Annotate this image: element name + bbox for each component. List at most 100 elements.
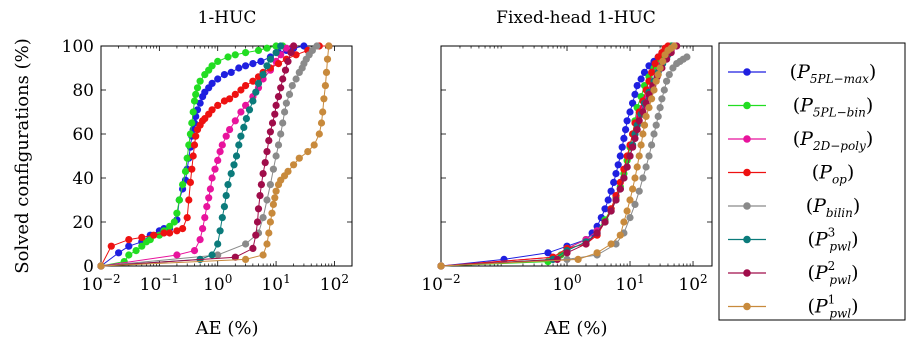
data-point-Ppwl2 bbox=[277, 84, 285, 92]
x-tick-label: 10−1 bbox=[140, 272, 179, 295]
data-point-Ppwl1 bbox=[284, 167, 292, 175]
data-point-Ppwl2 bbox=[290, 42, 298, 50]
series-line-Pop bbox=[440, 45, 669, 267]
data-point-Ppwl3 bbox=[216, 227, 224, 235]
legend-label-P5PLmax: (P5PL−max) bbox=[790, 61, 877, 86]
data-point-Ppwl3 bbox=[254, 79, 263, 87]
data-point-P5PLbin bbox=[208, 62, 216, 70]
data-point-P5PLmax bbox=[626, 108, 634, 116]
y-tick-label: 100 bbox=[62, 37, 94, 57]
data-point-Pop bbox=[214, 101, 222, 109]
data-point-P5PLbin bbox=[175, 196, 183, 204]
data-point-Ppwl1 bbox=[650, 86, 658, 94]
data-point-Ppwl3 bbox=[272, 49, 280, 57]
data-point-Pop bbox=[125, 236, 133, 244]
data-point-P2Dpoly bbox=[196, 236, 204, 244]
data-point-Ppwl3 bbox=[208, 251, 216, 259]
data-point-P5PLmax bbox=[614, 161, 622, 169]
data-point-Pbilin bbox=[313, 42, 321, 50]
data-point-Ppwl1 bbox=[620, 218, 628, 226]
y-tick-label: 60 bbox=[72, 125, 94, 145]
data-point-Ppwl2 bbox=[272, 101, 280, 109]
data-point-P5PLmax bbox=[227, 68, 235, 76]
data-point-Ppwl2 bbox=[633, 126, 641, 134]
data-point-P2Dpoly bbox=[203, 203, 211, 211]
data-point-Pop bbox=[150, 231, 158, 239]
legend-marker-Pbilin bbox=[743, 202, 751, 210]
data-point-Ppwl1 bbox=[290, 161, 298, 169]
data-point-P5PLbin bbox=[196, 77, 204, 85]
data-point-Pbilin bbox=[282, 99, 290, 107]
data-point-Pbilin bbox=[631, 200, 639, 208]
data-point-Ppwl2 bbox=[287, 49, 295, 57]
data-point-Pop bbox=[226, 95, 234, 103]
data-point-Ppwl1 bbox=[574, 255, 582, 263]
y-tick-label: 20 bbox=[72, 213, 94, 233]
data-point-P5PLbin bbox=[183, 154, 191, 162]
data-point-P5PLbin bbox=[263, 44, 271, 52]
data-point-Ppwl1 bbox=[642, 112, 650, 120]
data-point-P5PLmax bbox=[616, 152, 624, 160]
data-point-Ppwl3 bbox=[249, 97, 257, 105]
data-point-Pbilin bbox=[635, 187, 643, 195]
data-point-P5PLmax bbox=[235, 64, 243, 72]
data-point-Ppwl1 bbox=[437, 262, 445, 270]
y-axis-label: Solved configurations (%) bbox=[12, 38, 33, 274]
data-point-P2Dpoly bbox=[218, 141, 226, 149]
data-point-Pbilin bbox=[645, 152, 653, 160]
data-point-P5PLmax bbox=[214, 75, 222, 83]
data-point-Ppwl2 bbox=[261, 159, 269, 167]
data-point-Ppwl3 bbox=[245, 106, 254, 114]
data-point-Ppwl1 bbox=[97, 262, 105, 270]
data-point-Ppwl3 bbox=[214, 240, 222, 248]
data-point-Pbilin bbox=[642, 163, 650, 171]
data-point-Pop bbox=[186, 178, 194, 186]
data-point-Ppwl2 bbox=[635, 117, 643, 125]
data-point-Ppwl2 bbox=[271, 110, 279, 118]
data-point-Pop bbox=[192, 132, 200, 140]
data-point-Ppwl3 bbox=[232, 152, 241, 160]
data-point-P5PLmax bbox=[601, 205, 609, 213]
data-point-Ppwl1 bbox=[315, 130, 323, 138]
data-point-Ppwl3 bbox=[252, 88, 260, 96]
y-tick-label: 0 bbox=[83, 257, 94, 277]
data-point-P5PLbin bbox=[181, 167, 190, 175]
data-point-Pbilin bbox=[292, 75, 300, 83]
x-tick-label: 101 bbox=[261, 272, 290, 295]
legend-marker-P5PLbin bbox=[743, 101, 751, 110]
data-point-Pop bbox=[189, 152, 197, 160]
data-point-P5PLmax bbox=[257, 57, 265, 65]
data-point-Ppwl2 bbox=[259, 170, 267, 178]
data-point-Ppwl2 bbox=[593, 229, 601, 237]
data-point-Pbilin bbox=[663, 77, 671, 85]
data-point-Pbilin bbox=[272, 152, 280, 160]
data-point-Ppwl2 bbox=[279, 75, 287, 83]
data-point-Ppwl1 bbox=[242, 255, 250, 263]
data-point-Pop bbox=[274, 60, 283, 68]
data-point-P5PLbin bbox=[166, 222, 174, 230]
data-point-P5PLmax bbox=[115, 249, 123, 257]
data-point-P2Dpoly bbox=[216, 148, 224, 156]
data-point-Pbilin bbox=[652, 121, 660, 129]
data-point-P5PLbin bbox=[179, 181, 187, 189]
data-point-P5PLbin bbox=[170, 218, 178, 226]
data-point-P2Dpoly bbox=[205, 194, 213, 202]
data-point-Ppwl3 bbox=[224, 181, 232, 189]
data-point-Pop bbox=[208, 106, 216, 114]
data-point-P2Dpoly bbox=[201, 214, 209, 222]
data-point-Ppwl2 bbox=[284, 57, 292, 65]
data-point-Ppwl1 bbox=[648, 95, 656, 103]
data-point-P2Dpoly bbox=[222, 132, 230, 140]
data-point-Pbilin bbox=[654, 112, 662, 120]
data-point-P5PLbin bbox=[185, 141, 193, 149]
data-point-P5PLmax bbox=[610, 178, 618, 186]
chart-title: 1-HUC bbox=[198, 8, 257, 28]
data-point-Pbilin bbox=[308, 46, 316, 55]
data-point-Ppwl3 bbox=[277, 42, 285, 50]
data-point-P5PLmax bbox=[604, 196, 612, 204]
data-point-Ppwl1 bbox=[616, 231, 624, 239]
data-point-Ppwl2 bbox=[281, 66, 290, 74]
data-point-Pop bbox=[190, 141, 199, 149]
data-point-Pbilin bbox=[269, 165, 277, 173]
data-point-P5PLmax bbox=[220, 71, 228, 79]
